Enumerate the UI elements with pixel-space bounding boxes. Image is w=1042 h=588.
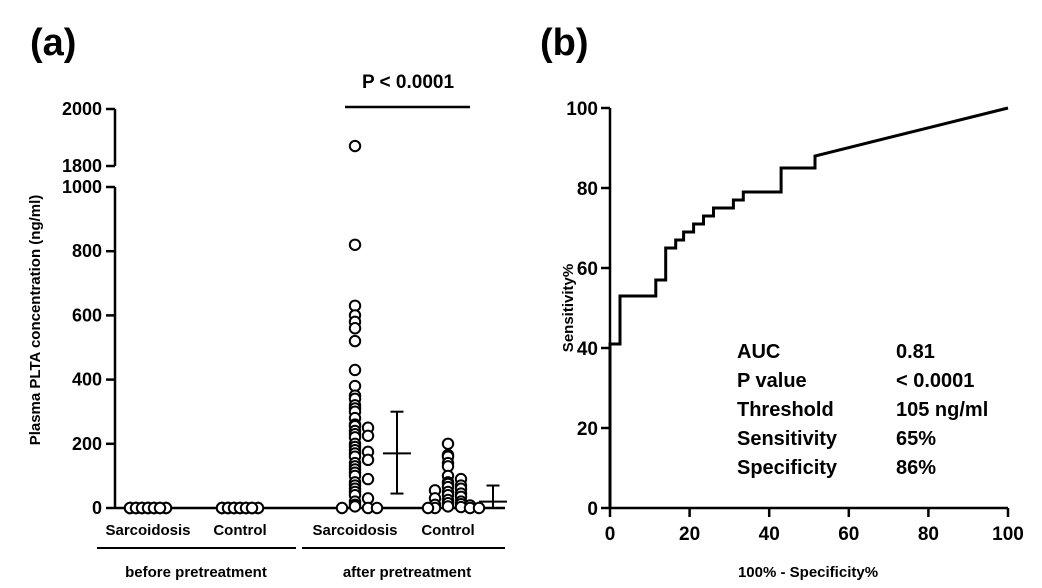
data-point bbox=[348, 322, 362, 335]
data-point bbox=[348, 363, 362, 377]
panel-b-plot: Sensitivity% 100% - Specificity% 0 20 40 60… bbox=[560, 99, 1024, 581]
y-tick-label: 0 bbox=[587, 499, 598, 520]
data-point bbox=[421, 501, 435, 515]
data-point bbox=[348, 500, 362, 513]
x-tick-label: 80 bbox=[918, 524, 939, 545]
x-tick-label: 0 bbox=[605, 524, 616, 545]
y-tick-label: 0 bbox=[92, 498, 102, 518]
data-point bbox=[348, 238, 362, 251]
panel-a-x-labels: Sarcoidosis Control Sarcoidosis Control bbox=[105, 522, 474, 539]
data-point bbox=[370, 501, 384, 515]
y-tick-label: 1800 bbox=[62, 156, 102, 176]
data-point bbox=[361, 472, 375, 486]
panel-b-x-axis-label: 100% - Specificity% bbox=[738, 564, 878, 581]
x-category-label: Control bbox=[421, 522, 474, 539]
group-label-before: before pretreatment bbox=[125, 564, 267, 581]
x-category-label: Sarcoidosis bbox=[312, 522, 397, 539]
x-category-label: Control bbox=[213, 522, 266, 539]
panel-a-y-axis-label: Plasma PLTA concentration (ng/ml) bbox=[27, 195, 44, 446]
p-value-annotation: P < 0.0001 bbox=[362, 72, 455, 93]
stat-value: 65% bbox=[896, 428, 936, 450]
stat-value: 86% bbox=[896, 457, 936, 479]
data-point bbox=[441, 500, 455, 513]
x-category-label: Sarcoidosis bbox=[105, 522, 190, 539]
panel-b-y-axis-label: Sensitivity% bbox=[560, 264, 577, 352]
data-point bbox=[472, 501, 486, 515]
data-point bbox=[348, 334, 362, 348]
y-tick-label: 600 bbox=[72, 305, 102, 325]
y-tick-label: 200 bbox=[72, 434, 102, 454]
x-tick-label: 20 bbox=[679, 524, 700, 545]
y-tick-label: 2000 bbox=[62, 99, 102, 119]
panel-a-error-bars bbox=[383, 410, 507, 509]
panel-a-data-points bbox=[123, 139, 486, 515]
data-point bbox=[361, 429, 375, 442]
y-tick-label: 40 bbox=[577, 339, 598, 360]
group-label-after: after pretreatment bbox=[343, 564, 471, 581]
data-point bbox=[153, 501, 167, 515]
data-point bbox=[361, 453, 375, 467]
x-tick-label: 100 bbox=[992, 524, 1024, 545]
x-tick-label: 60 bbox=[838, 524, 859, 545]
y-tick-label: 100 bbox=[566, 99, 598, 120]
panel-b-label: (b) bbox=[540, 22, 589, 64]
y-tick-label: 1000 bbox=[62, 177, 102, 197]
y-tick-label: 800 bbox=[72, 241, 102, 261]
stat-key: P value bbox=[737, 370, 807, 392]
data-point bbox=[335, 501, 349, 515]
stat-value: < 0.0001 bbox=[896, 370, 974, 392]
roc-curve bbox=[608, 106, 1009, 508]
stat-value: 105 ng/ml bbox=[896, 399, 988, 421]
x-tick-label: 40 bbox=[759, 524, 780, 545]
data-point bbox=[245, 501, 259, 515]
data-point bbox=[441, 437, 455, 450]
stat-key: Sensitivity bbox=[737, 428, 838, 450]
y-tick-label: 400 bbox=[72, 370, 102, 390]
data-point bbox=[348, 139, 362, 153]
stat-key: Threshold bbox=[737, 399, 834, 421]
roc-stats-table: AUC 0.81 P value < 0.0001 Threshold 105 ng/ml… bbox=[737, 341, 988, 479]
stat-value: 0.81 bbox=[896, 341, 935, 363]
y-tick-label: 80 bbox=[577, 179, 598, 200]
y-tick-label: 60 bbox=[577, 259, 598, 280]
panel-a-label: (a) bbox=[30, 22, 76, 64]
stat-key: Specificity bbox=[737, 457, 838, 479]
panel-a-plot: Plasma PLTA concentration (ng/ml) 0 200 40… bbox=[27, 72, 507, 581]
stat-key: AUC bbox=[737, 341, 780, 363]
y-tick-label: 20 bbox=[577, 419, 598, 440]
